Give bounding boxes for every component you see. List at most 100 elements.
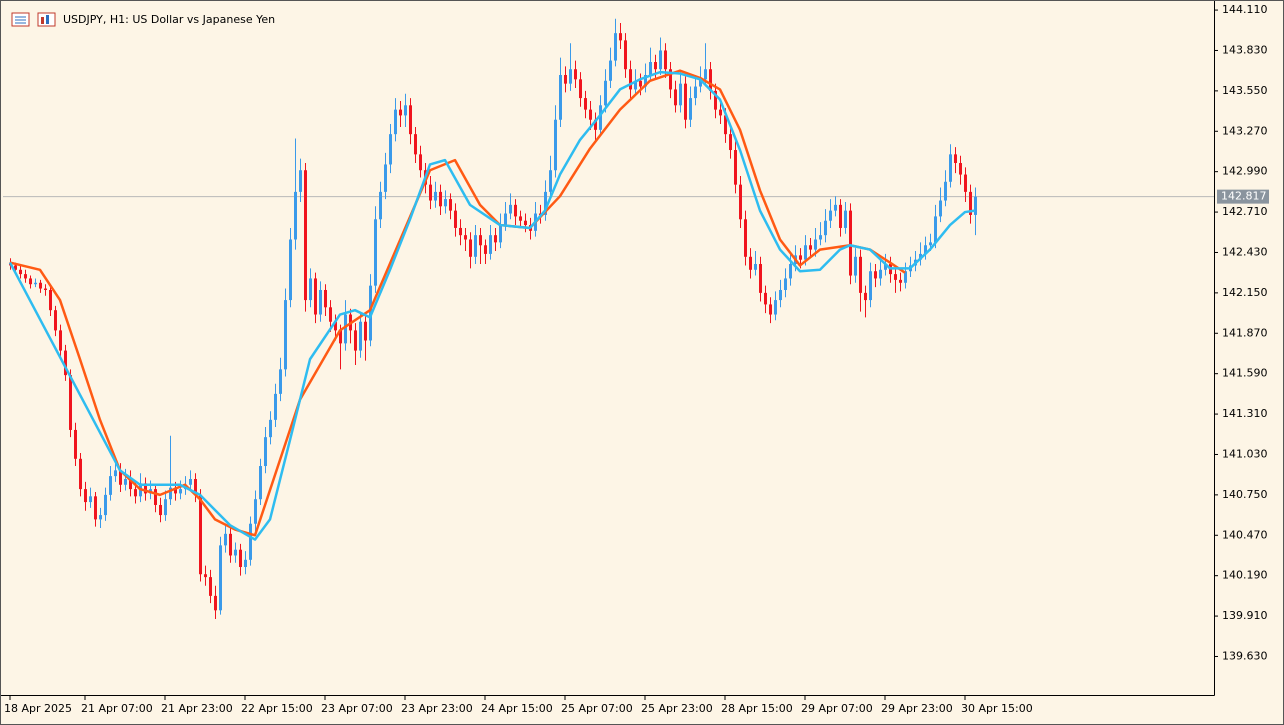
- candle-body: [599, 105, 602, 130]
- candle-body: [399, 109, 402, 116]
- candle-body: [224, 533, 227, 546]
- candle-body: [654, 62, 657, 70]
- candle-body: [814, 239, 817, 250]
- candle-body: [449, 199, 452, 211]
- y-tick-label: 142.150: [1222, 286, 1268, 299]
- y-tick-label: 143.270: [1222, 124, 1268, 137]
- candle-body: [109, 476, 112, 495]
- candle-body: [519, 216, 522, 221]
- candle-body: [129, 479, 132, 490]
- candle-body: [294, 191, 297, 240]
- candle-body: [949, 154, 952, 182]
- icon-bar: [41, 17, 44, 24]
- candle-body: [454, 210, 457, 228]
- x-tick-label: 24 Apr 15:00: [481, 702, 553, 715]
- candle-body: [319, 289, 322, 315]
- y-tick-label: 142.430: [1222, 245, 1268, 258]
- candle-body: [639, 80, 642, 87]
- candle-body: [879, 269, 882, 279]
- candle-body: [554, 119, 557, 171]
- candle-body: [484, 245, 487, 254]
- candle-body: [364, 321, 367, 341]
- candle-body: [934, 216, 937, 243]
- candle-body: [839, 204, 842, 228]
- candle-body: [164, 499, 167, 516]
- candle-body: [734, 150, 737, 185]
- candle-body: [374, 219, 377, 286]
- candle-body: [824, 220, 827, 236]
- candle-body: [744, 219, 747, 257]
- candle-body: [314, 278, 317, 315]
- candle-body: [249, 523, 252, 560]
- y-tick-label: 141.870: [1222, 326, 1268, 339]
- y-tick-label: 142.710: [1222, 205, 1268, 218]
- candle-body: [804, 245, 807, 260]
- candle-body: [464, 235, 467, 240]
- x-tick-label: 29 Apr 23:00: [881, 702, 953, 715]
- candle-body: [689, 98, 692, 120]
- candle-body: [694, 86, 697, 99]
- candle-body: [44, 288, 47, 290]
- y-tick-label: 143.550: [1222, 84, 1268, 97]
- candle-body: [279, 369, 282, 394]
- candle-body: [594, 119, 597, 130]
- x-tick-label: 29 Apr 07:00: [801, 702, 873, 715]
- candle-body: [114, 470, 117, 477]
- candle-body: [504, 213, 507, 226]
- candle-body: [469, 239, 472, 257]
- candle-body: [169, 487, 172, 500]
- candle-body: [124, 479, 127, 485]
- candle-body: [219, 545, 222, 611]
- candle-body: [634, 80, 637, 90]
- candle-body: [564, 74, 567, 84]
- candle-body: [524, 220, 527, 226]
- candle-body: [204, 574, 207, 578]
- moving-average: [9, 69, 906, 537]
- candle-body: [174, 487, 177, 494]
- candle-body: [904, 271, 907, 283]
- y-tick-label: 140.190: [1222, 569, 1268, 582]
- candle-body: [229, 533, 232, 556]
- x-tick-label: 22 Apr 15:00: [241, 702, 313, 715]
- candle-body: [154, 489, 157, 505]
- candle-body: [289, 239, 292, 301]
- candle-body: [394, 109, 397, 135]
- candle-body: [359, 321, 362, 351]
- candle-body: [709, 69, 712, 91]
- candle-body: [604, 80, 607, 106]
- candle-body: [869, 271, 872, 301]
- candle-body: [844, 210, 847, 228]
- candle-body: [509, 204, 512, 214]
- candle-body: [799, 255, 802, 260]
- candle-body: [754, 264, 757, 270]
- candle-body: [274, 393, 277, 420]
- candle-body: [644, 74, 647, 87]
- y-tick-label: 141.590: [1222, 367, 1268, 380]
- candle-body: [739, 184, 742, 220]
- candle-body: [614, 33, 617, 61]
- candle-body: [434, 191, 437, 201]
- candle-body: [299, 170, 302, 192]
- candle-body: [54, 310, 57, 331]
- candle-body: [24, 274, 27, 279]
- candle-body: [489, 235, 492, 254]
- y-tick-label: 140.470: [1222, 528, 1268, 541]
- candle-body: [79, 458, 82, 490]
- candle-body: [849, 210, 852, 276]
- candle-body: [479, 235, 482, 246]
- symbol-icons[interactable]: [11, 12, 56, 27]
- candle-body: [19, 269, 22, 275]
- candle-body: [269, 419, 272, 438]
- y-tick-label: 142.990: [1222, 165, 1268, 178]
- candle-body: [404, 105, 407, 116]
- candle-body: [254, 499, 257, 524]
- candle-body: [854, 256, 857, 276]
- candle-body: [309, 278, 312, 301]
- candle-body: [699, 79, 702, 87]
- candle-body: [84, 489, 87, 503]
- candle-body: [29, 278, 32, 285]
- candle-body: [74, 429, 77, 459]
- candle-body: [759, 264, 762, 293]
